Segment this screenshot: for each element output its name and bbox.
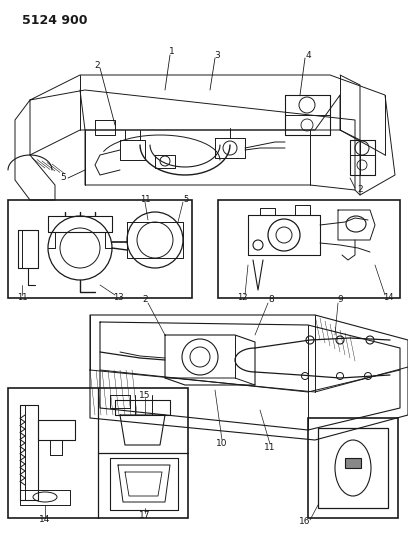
Text: 2: 2 bbox=[142, 295, 148, 304]
Text: 5: 5 bbox=[183, 196, 188, 205]
Text: 10: 10 bbox=[216, 440, 228, 448]
Text: 2: 2 bbox=[94, 61, 100, 69]
Text: 3: 3 bbox=[214, 51, 220, 60]
Text: 14: 14 bbox=[383, 294, 393, 303]
Text: 1: 1 bbox=[169, 47, 175, 56]
Text: 5: 5 bbox=[60, 174, 66, 182]
Text: 11: 11 bbox=[264, 443, 276, 453]
Text: 4: 4 bbox=[305, 51, 311, 60]
Text: 11: 11 bbox=[140, 196, 150, 205]
Bar bbox=[318, 428, 388, 508]
Text: 5124 900: 5124 900 bbox=[22, 14, 87, 27]
Bar bbox=[218, 200, 400, 298]
Bar bbox=[8, 200, 192, 298]
Text: 11: 11 bbox=[17, 294, 27, 303]
Text: 13: 13 bbox=[113, 294, 123, 303]
Text: 2: 2 bbox=[357, 185, 363, 195]
Text: 9: 9 bbox=[337, 295, 343, 304]
Text: 17: 17 bbox=[139, 511, 151, 520]
Text: 8: 8 bbox=[268, 295, 274, 304]
Text: 16: 16 bbox=[299, 518, 311, 527]
Bar bbox=[308, 418, 398, 518]
Text: 12: 12 bbox=[237, 294, 247, 303]
Text: 15: 15 bbox=[139, 391, 151, 400]
Bar bbox=[8, 388, 188, 518]
Bar bbox=[345, 458, 361, 468]
Text: 14: 14 bbox=[39, 515, 51, 524]
